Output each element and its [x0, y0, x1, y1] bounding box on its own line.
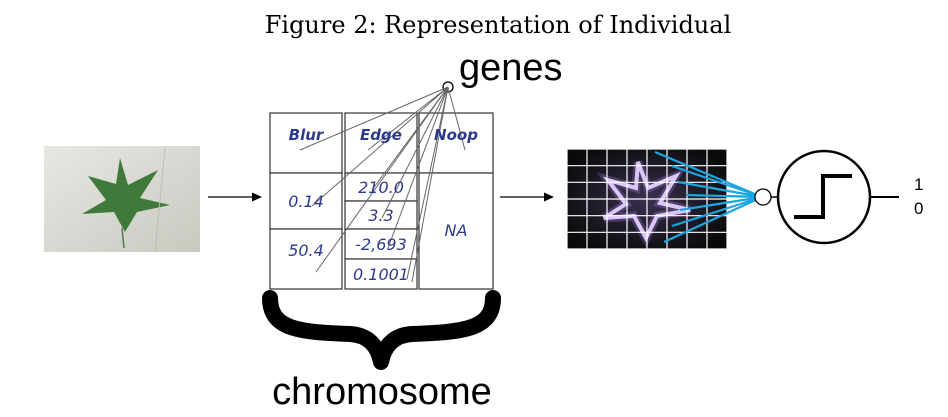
edge-header: Edge: [360, 126, 402, 144]
output-one: 1: [914, 175, 923, 194]
genes-label: genes: [459, 47, 563, 89]
leaf-outline-icon: [602, 161, 691, 243]
arrow-photo-to-chromosome: [208, 192, 262, 202]
arrow-chromosome-to-image: [500, 192, 554, 202]
blur-header: Blur: [289, 126, 325, 144]
maple-leaf-icon: [82, 158, 170, 232]
edge-value-4: 0.1001: [353, 265, 409, 284]
edge-header-cell: [344, 112, 418, 174]
noop-header: Noop: [434, 126, 478, 144]
figure-caption: Figure 2: Representation of Individual: [265, 11, 732, 39]
noop-value: NA: [445, 221, 468, 240]
image-grid: [566, 148, 728, 250]
edge-value-2: 3.3: [368, 206, 393, 225]
blur-value-2: 50.4: [288, 241, 324, 260]
step-function-icon: [776, 149, 872, 245]
chromosome-label: chromosome: [272, 371, 492, 413]
edge-value-1: 210.0: [358, 178, 404, 197]
edge-value-3: -2,693: [355, 235, 407, 254]
gene-connection-lines: [299, 86, 466, 283]
blur-value-1: 0.14: [288, 192, 324, 211]
neuron-input-node: [754, 188, 772, 206]
leaf-photo: [44, 146, 200, 253]
curly-brace-icon: [262, 290, 501, 370]
input-connection-lines: [654, 150, 763, 243]
chromosome-table: Blur Edge Noop 0.14 50.4 210.0 3.3 -2,69…: [269, 86, 494, 290]
edge-detected-image: [566, 148, 728, 250]
output-zero: 0: [914, 199, 923, 218]
